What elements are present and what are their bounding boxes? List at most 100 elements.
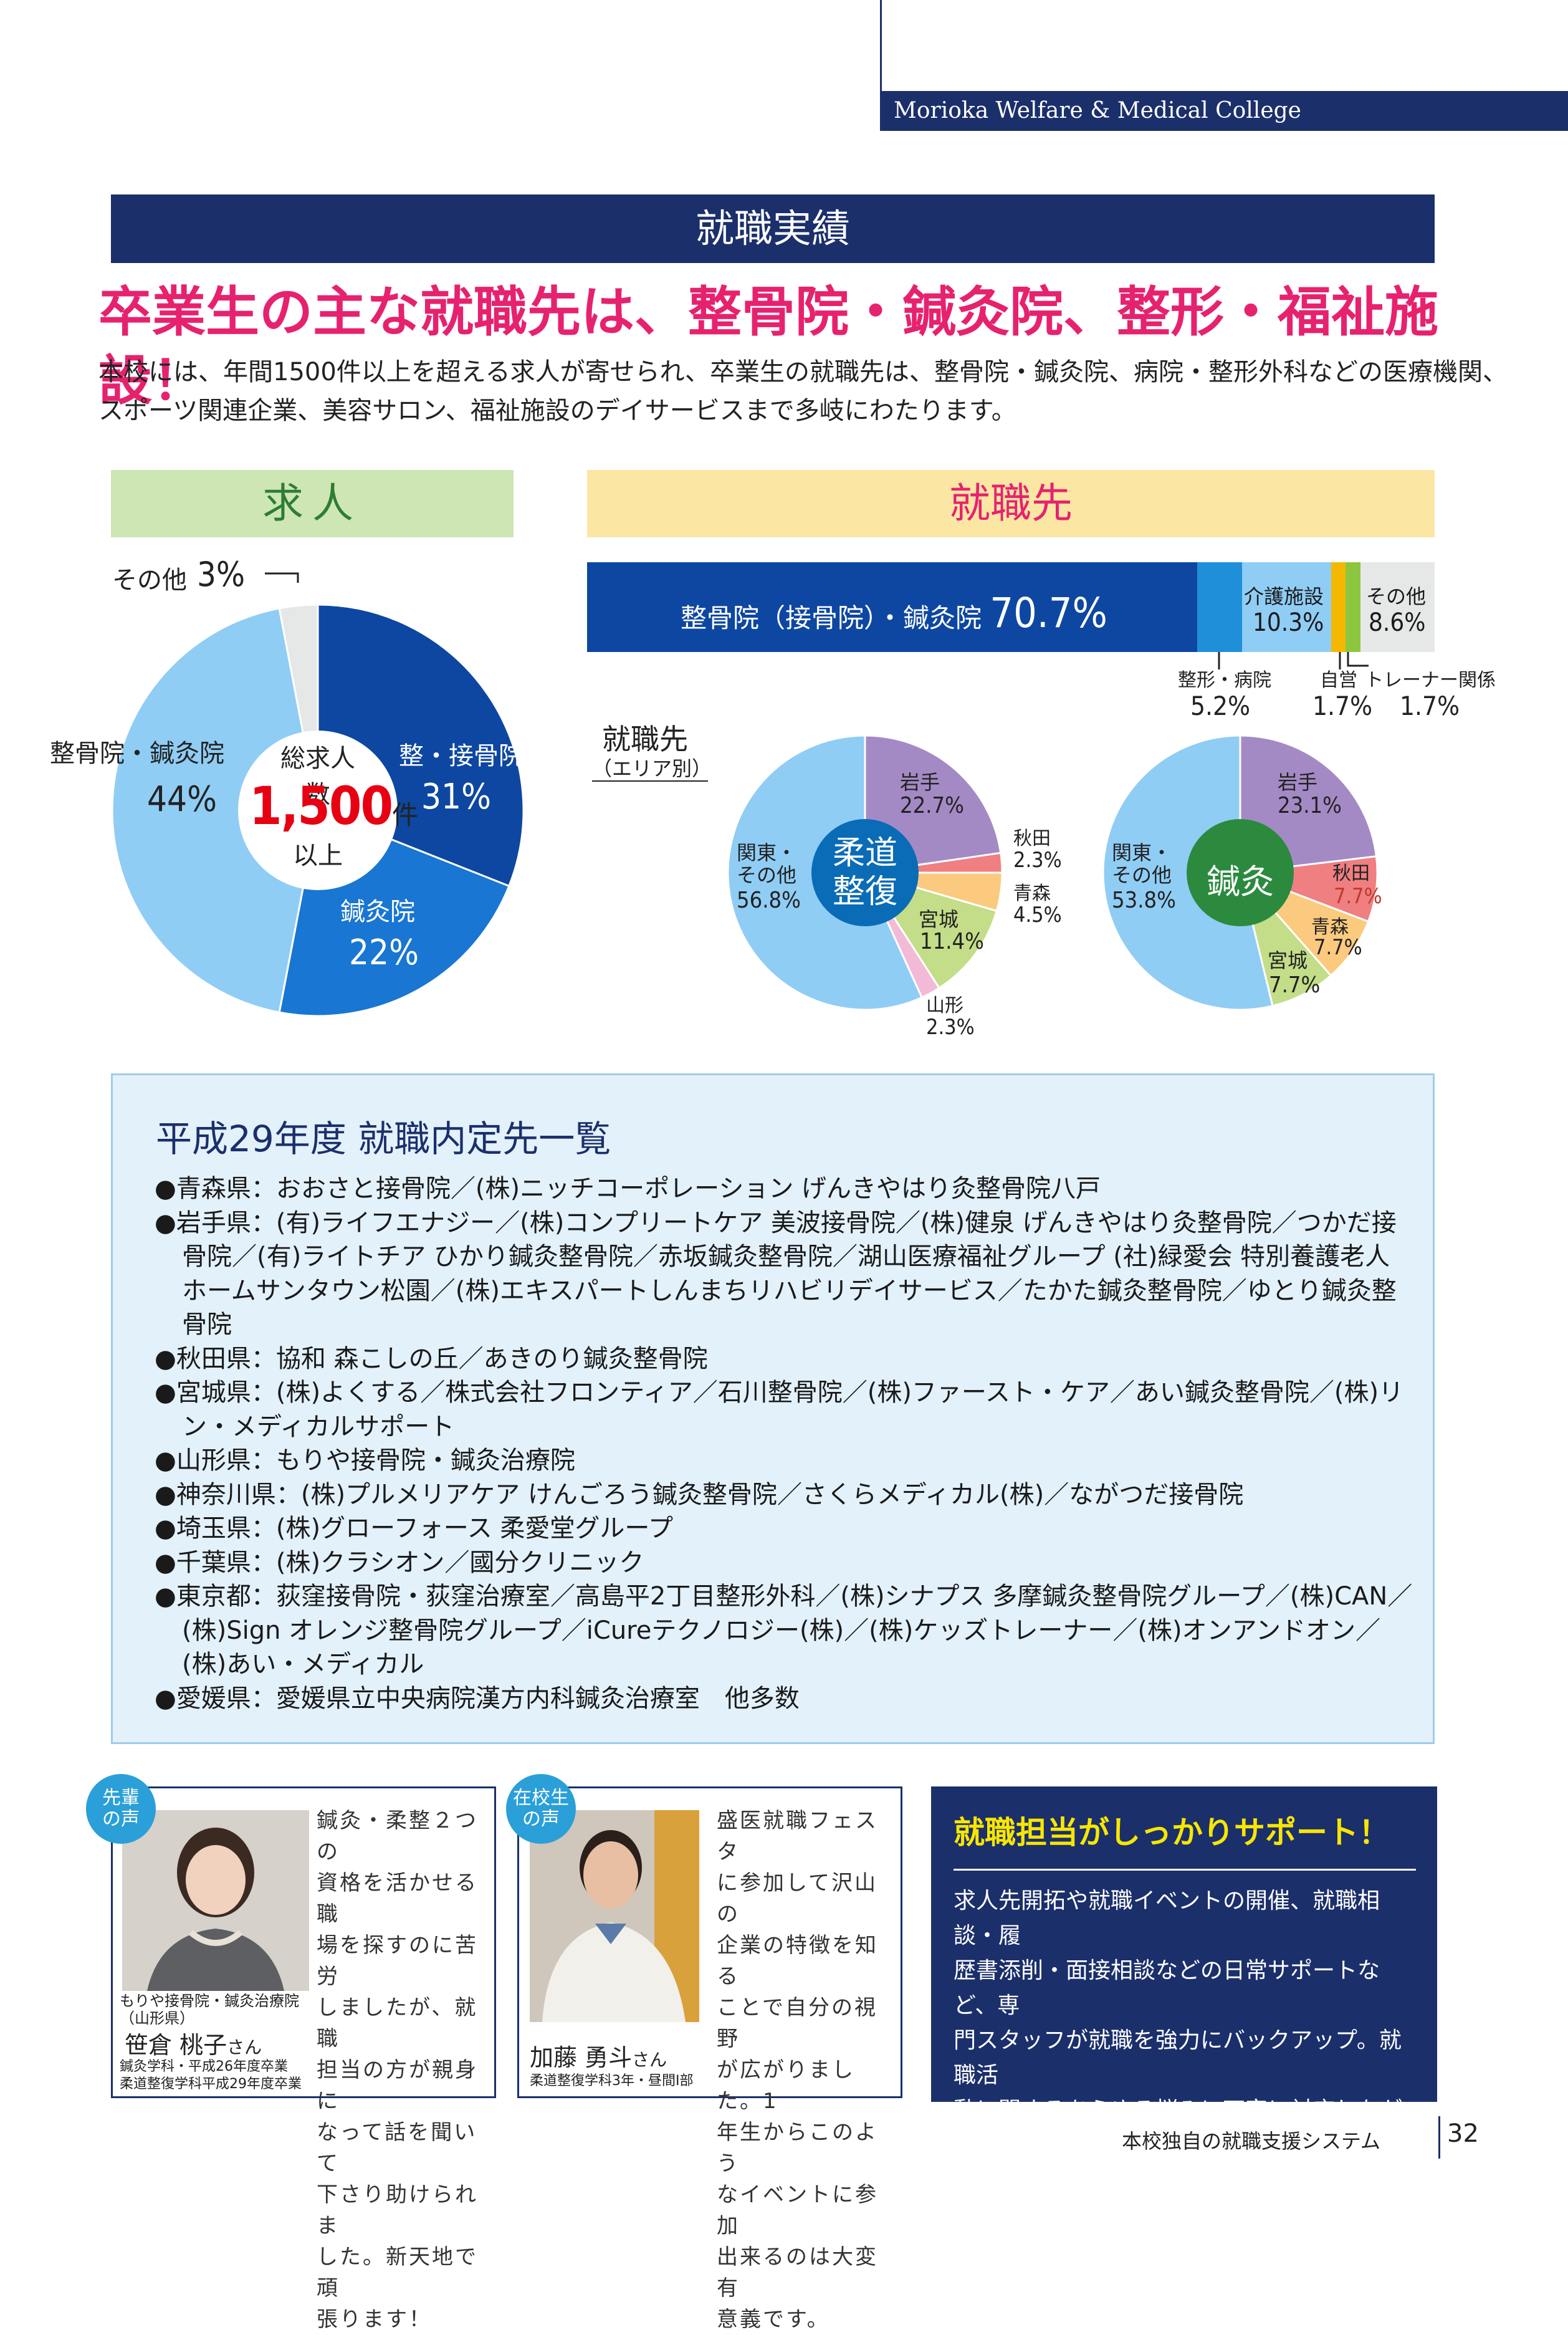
kyujin-pct-seikotsu: 31%	[421, 777, 491, 817]
list-item: ●埼玉県：(株)グローフォース 柔愛堂グループ	[155, 1514, 674, 1543]
judo-pct-yamagata: 2.3%	[926, 1015, 975, 1040]
kyujin-center-label: 総求人数	[280, 744, 355, 809]
area-title: 就職先	[602, 722, 688, 756]
shinkyu-pie-chart	[1102, 734, 1379, 1011]
shinkyu-pct-kanto: 53.8%	[1112, 888, 1176, 913]
bar-main-name: 整骨院（接骨院）・鍼灸院	[681, 603, 982, 633]
bar-label-sonota: その他	[1366, 585, 1427, 608]
shushoku-bar-chart	[587, 562, 1435, 652]
quote-line: 企業の特徴を知る	[717, 1933, 878, 1989]
shinkyu-center-label: 鍼灸	[1207, 862, 1274, 901]
course-line: 鍼灸学科・平成26年度卒業	[120, 2059, 288, 2074]
support-rule	[954, 1869, 1416, 1871]
student-voice-tag: 在校生 の声	[506, 1774, 576, 1844]
tag-line: 在校生	[513, 1787, 569, 1809]
judo-kanto-line: 関東・	[737, 841, 797, 865]
quote-line: 盛医就職フェスタ	[717, 1808, 878, 1864]
bar-segment-3	[1331, 562, 1346, 652]
support-line: 学生の皆さんが希望に沿った就職ができるよう	[954, 2167, 1402, 2228]
area-title-underline	[592, 780, 708, 782]
list-item: ●千葉県：(株)クラシオン／國分クリニック	[155, 1548, 644, 1577]
kyujin-label-both: 整骨院・鍼灸院	[50, 739, 224, 768]
shinkyu-label-miyagi: 宮城	[1268, 949, 1308, 972]
job-offer-list-box	[111, 1073, 1435, 1744]
kyujin-pie-chart	[111, 572, 525, 1017]
quote-line: 場を探すのに苦労	[317, 1933, 478, 1989]
bar-segment-1	[1197, 562, 1243, 652]
shinkyu-kanto-line: 関東・	[1112, 841, 1172, 865]
quote-line: 出来るのは大変有	[717, 2245, 878, 2301]
senior-quote: 鍼灸・柔整２つの 資格を活かせる職 場を探すのに苦労 しましたが、就職 担当の方…	[317, 1805, 491, 2335]
quote-line: 鍼灸・柔整２つの	[317, 1808, 478, 1864]
list-item: ●東京都：荻窪接骨院・荻窪治療室／高島平2丁目整形外科／(株)シナプス 多摩鍼灸…	[155, 1582, 1413, 1679]
intro-line: 本校には、年間1500件以上を超える求人が寄せられ、卒業生の就職先は、整骨院・鍼…	[98, 358, 1508, 386]
judo-center-line: 整復	[832, 873, 897, 911]
bar-main-pct: 70.7%	[990, 589, 1107, 637]
shinkyu-pct-akita: 7.7%	[1334, 884, 1382, 909]
shinkyu-label-akita: 秋田	[1332, 863, 1370, 885]
shinkyu-pct-aomori: 7.7%	[1314, 935, 1362, 960]
quote-line: 資格を活かせる職	[317, 1871, 478, 1927]
judo-pct-miyagi: 11.4%	[920, 929, 984, 954]
kyujin-slices	[111, 603, 525, 1017]
senior-name: 笹倉 桃子さん	[125, 2026, 262, 2060]
other-leader-line	[265, 572, 299, 583]
judo-label-kanto: 関東・ その他	[737, 841, 796, 886]
kyujin-center-hole	[238, 731, 398, 890]
shinkyu-pct-iwate: 23.1%	[1278, 793, 1342, 818]
tag-line: 先輩	[102, 1787, 140, 1809]
judo-kanto-line: その他	[737, 863, 797, 887]
quote-line: 担当の方が親身に	[317, 2058, 478, 2114]
student-photo	[530, 1810, 699, 2022]
kyujin-label-other: その他	[112, 566, 187, 595]
support-title: 就職担当がしっかりサポート！	[954, 1815, 1390, 1851]
kyujin-pct-shinkyu: 22%	[349, 933, 419, 973]
kyujin-pct-other: 3%	[197, 555, 246, 594]
kyujin-total: 1,500	[249, 775, 393, 837]
quote-line: しましたが、就職	[317, 1995, 478, 2051]
list-item: ●宮城県：(株)よくする／株式会社フロンティア／石川整骨院／(株)ファースト・ケ…	[155, 1378, 1404, 1441]
quote-line: した。新天地で頑	[317, 2245, 478, 2301]
workplace-line: （山形県）	[120, 2010, 194, 2027]
bar-label-main: 整骨院（接骨院）・鍼灸院 70.7%	[681, 589, 1107, 637]
senior-workplace: もりや接骨院・鍼灸治療院 （山形県）	[120, 1992, 299, 2027]
quote-line: 張ります！	[317, 2307, 432, 2332]
senior-photo-figure	[122, 1810, 309, 1991]
section-title: 就職実績	[111, 194, 1435, 263]
bar-segment-4	[1346, 562, 1360, 652]
shinkyu-pct-miyagi: 7.7%	[1269, 972, 1321, 998]
shushoku-heading: 就職先	[587, 470, 1435, 537]
course-line: 柔道整復学科平成29年度卒業	[120, 2076, 302, 2092]
support-line: 門スタッフが就職を強力にバックアップ。就職活	[954, 2028, 1402, 2088]
support-line: 歴書添削・面接相談などの日常サポートなど、専	[954, 1958, 1380, 2018]
bar-segment-2	[1242, 562, 1331, 652]
senior-name-text: 笹倉 桃子	[125, 2031, 227, 2059]
bar-segment-0	[587, 562, 1198, 652]
list-item: ●青森県：おおさと接骨院／(株)ニッチコーポレーション げんきやはり灸整骨院八戸	[155, 1174, 1101, 1203]
judo-center-disc	[811, 819, 919, 926]
judo-label-miyagi: 宮城	[919, 908, 959, 931]
judo-label-iwate: 岩手	[900, 770, 940, 794]
footer-divider	[1438, 2116, 1440, 2159]
quote-line: に参加して沢山の	[717, 1871, 877, 1927]
bar-pct-kaigo: 10.3%	[1253, 608, 1324, 637]
bar-label-jiei: 自営	[1320, 669, 1357, 691]
judo-pie-chart	[727, 734, 1003, 1011]
bar-pct-sonota: 8.6%	[1369, 608, 1426, 637]
shinkyu-label-iwate: 岩手	[1278, 770, 1318, 794]
headline: 卒業生の主な就職先は、整骨院・鍼灸院、整形・福祉施設！	[98, 281, 1438, 412]
support-line: に支援しております。	[954, 2237, 1175, 2263]
list-item: ●岩手県：(有)ライフエナジー／(株)コンプリートケア 美波接骨院／(株)健泉 …	[155, 1208, 1397, 1340]
judo-label-yamagata: 山形	[926, 995, 963, 1017]
header-divider	[880, 0, 882, 131]
kyujin-unit: 件	[392, 800, 419, 830]
workplace-line: もりや接骨院・鍼灸治療院	[120, 1992, 299, 2010]
quote-line: 意義です。	[717, 2307, 830, 2332]
quote-line: なって話を聞いて	[317, 2120, 477, 2176]
intro-line: スポーツ関連企業、美容サロン、福祉施設のデイサービスまで多岐にわたります。	[98, 396, 1016, 425]
student-photo-figure	[530, 1810, 699, 2022]
quote-line: なイベントに参加	[717, 2182, 878, 2238]
support-body: 求人先開拓や就職イベントの開催、就職相談・履 歴書添削・面接相談などの日常サポー…	[954, 1884, 1421, 2268]
area-subtitle: （エリア別）	[592, 757, 712, 780]
shinkyu-center-disc	[1187, 819, 1294, 926]
